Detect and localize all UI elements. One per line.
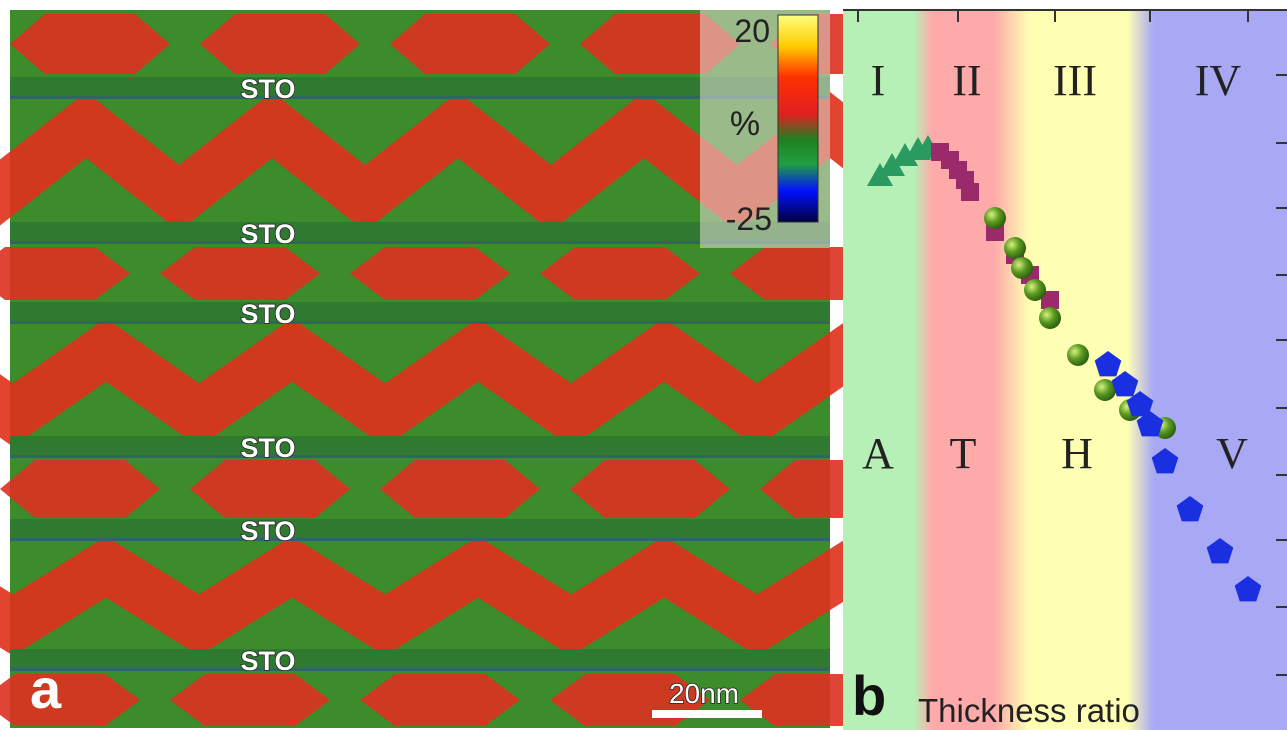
phase-label: H — [1061, 429, 1093, 478]
layer-label: STO — [240, 516, 295, 546]
sto-layer — [10, 436, 830, 458]
panel-a: STO STO STO STO STO STO 20% -25 a 20nm — [0, 10, 943, 728]
layer-label: STO — [240, 299, 295, 329]
figure: STOSTOSTOSTOSTOSTO20%-25a20nm IIIIIIIVAT… — [0, 0, 1287, 730]
sto-layer-edge — [10, 455, 830, 458]
colorbar-min: -25 — [726, 201, 772, 237]
x-axis-label: Thickness ratio — [918, 692, 1140, 729]
layer-label: STO — [240, 646, 295, 676]
scale-bar-label: 20nm — [669, 678, 739, 709]
phase-label: A — [862, 429, 894, 478]
sphere-point — [1011, 257, 1033, 279]
sto-layer-edge — [10, 538, 830, 541]
layer-label: STO — [240, 219, 295, 249]
panel-label: a — [30, 657, 62, 720]
layer-label: STO — [240, 74, 295, 104]
phase-label: T — [950, 429, 977, 478]
sphere-point — [1024, 279, 1046, 301]
sto-layer-edge — [10, 321, 830, 324]
colorbar-unit: % — [730, 105, 760, 143]
sphere-point — [1004, 237, 1026, 259]
sphere-point — [1067, 344, 1089, 366]
region-label: II — [952, 56, 981, 105]
sto-layer — [10, 519, 830, 541]
region-label: IV — [1195, 56, 1242, 105]
phase-label: V — [1216, 429, 1248, 478]
phase-background — [843, 10, 1287, 730]
scale-bar — [652, 710, 762, 718]
sto-layer-edge — [10, 668, 830, 671]
sphere-point — [984, 207, 1006, 229]
sphere-point — [1039, 307, 1061, 329]
region-label: III — [1053, 56, 1097, 105]
colorbar — [778, 15, 818, 222]
colorbar-max: 20 — [734, 13, 770, 49]
sto-layer — [10, 649, 830, 671]
sto-layer — [10, 302, 830, 324]
panel-label: b — [852, 664, 886, 727]
square-point — [961, 183, 979, 201]
region-label: I — [871, 56, 886, 105]
layer-label: STO — [240, 433, 295, 463]
